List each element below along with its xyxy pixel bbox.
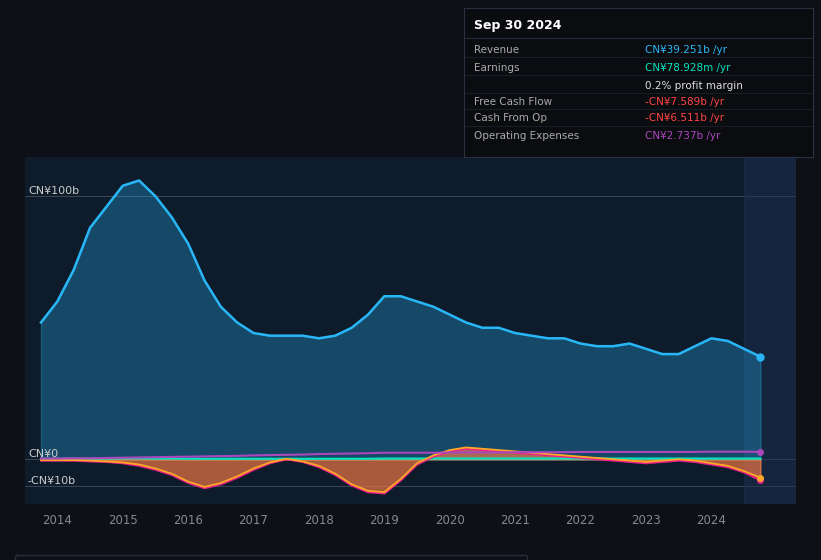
Bar	[744, 157, 796, 504]
Text: CN¥78.928m /yr: CN¥78.928m /yr	[645, 63, 731, 73]
Text: CN¥2.737b /yr: CN¥2.737b /yr	[645, 131, 721, 141]
Text: Cash From Op: Cash From Op	[475, 113, 548, 123]
Text: Earnings: Earnings	[475, 63, 520, 73]
Text: CN¥0: CN¥0	[28, 449, 58, 459]
Text: 0.2% profit margin: 0.2% profit margin	[645, 81, 743, 91]
Text: Sep 30 2024: Sep 30 2024	[475, 19, 562, 32]
Text: CN¥39.251b /yr: CN¥39.251b /yr	[645, 45, 727, 55]
Text: CN¥100b: CN¥100b	[28, 186, 79, 196]
Text: Free Cash Flow: Free Cash Flow	[475, 97, 553, 107]
Text: -CN¥6.511b /yr: -CN¥6.511b /yr	[645, 113, 724, 123]
Legend: Revenue, Earnings, Free Cash Flow, Cash From Op, Operating Expenses: Revenue, Earnings, Free Cash Flow, Cash …	[15, 555, 527, 560]
Text: Operating Expenses: Operating Expenses	[475, 131, 580, 141]
Text: Revenue: Revenue	[475, 45, 520, 55]
Text: -CN¥10b: -CN¥10b	[28, 475, 76, 486]
Text: -CN¥7.589b /yr: -CN¥7.589b /yr	[645, 97, 724, 107]
